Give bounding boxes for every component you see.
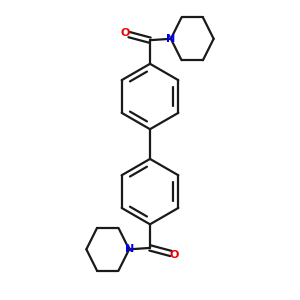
Text: O: O bbox=[121, 28, 130, 38]
Text: N: N bbox=[166, 34, 176, 44]
Text: N: N bbox=[124, 244, 134, 254]
Text: O: O bbox=[170, 250, 179, 260]
